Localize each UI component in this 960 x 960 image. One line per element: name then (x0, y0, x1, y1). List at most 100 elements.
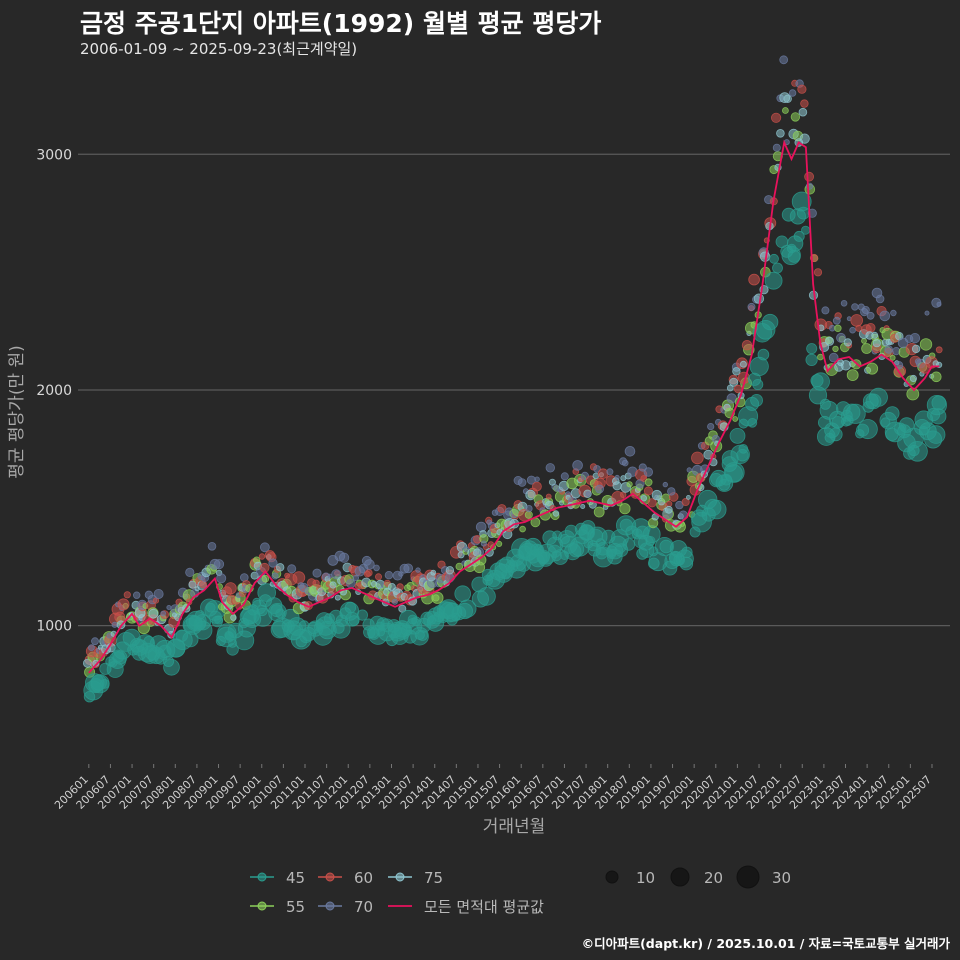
scatter-point-area_75 (686, 494, 691, 500)
scatter-point-area_75 (776, 129, 785, 138)
scatter-point-area_75 (783, 94, 792, 103)
scatter-point-area_70 (268, 558, 278, 568)
legend-size-dot (605, 870, 619, 884)
scatter-point-area_70 (403, 563, 414, 574)
scatter-point-area_55 (919, 338, 933, 351)
scatter-point-area_55 (834, 324, 842, 332)
scatter-point-area_55 (846, 369, 859, 382)
scatter-point-area_60 (666, 500, 673, 507)
scatter-point-area_75 (825, 336, 835, 346)
chart-title: 금정 주공1단지 아파트(1992) 월별 평균 평당가 (80, 9, 602, 38)
legend-label: 75 (424, 869, 443, 887)
scatter-point-area_60 (640, 475, 648, 482)
scatter-point-area_60 (850, 314, 863, 327)
y-tick-label: 3000 (36, 147, 72, 163)
scatter-point-area_70 (384, 571, 394, 580)
scatter-point-area_55 (626, 481, 633, 488)
scatter-point-area_75 (871, 331, 879, 339)
scatter-point-area_45 (797, 206, 810, 220)
scatter-point-area_45 (707, 499, 727, 520)
scatter-point-area_55 (261, 574, 270, 583)
legend-size-label: 20 (704, 869, 723, 887)
scatter-point-area_70 (788, 89, 797, 97)
scatter-point-area_55 (619, 503, 631, 515)
scatter-point-area_75 (872, 339, 881, 348)
legend-label: 60 (354, 869, 373, 887)
scatter-point-area_75 (230, 614, 237, 621)
scatter-point-area_75 (552, 510, 560, 517)
scatter-point-area_60 (800, 99, 809, 108)
scatter-point-area_75 (148, 608, 159, 619)
scatter-point-area_45 (752, 378, 764, 390)
scatter-point-area_55 (790, 112, 801, 122)
scatter-point-area_70 (779, 55, 789, 65)
scatter-point-area_70 (828, 352, 839, 363)
scatter-point-area_45 (931, 395, 947, 411)
scatter-point-area_70 (936, 301, 942, 307)
scatter-point-area_45 (113, 650, 128, 665)
scatter-point-area_70 (621, 459, 629, 467)
scatter-point-area_55 (861, 337, 867, 344)
scatter-point-area_70 (352, 574, 359, 582)
scatter-point-area_45 (163, 658, 180, 676)
scatter-point-area_45 (723, 461, 745, 483)
scatter-point-area_70 (312, 568, 322, 578)
scatter-point-area_70 (662, 481, 668, 488)
y-tick-labels: 1000 2000 3000 (36, 147, 72, 634)
scatter-point-area_45 (930, 408, 947, 425)
scatter-point-area_45 (344, 601, 357, 614)
scatter-point-area_55 (782, 107, 789, 114)
scatter-point-area_45 (458, 599, 477, 618)
scatter-point-area_70 (585, 491, 591, 497)
scatter-point-area_45 (477, 587, 496, 606)
scatter-point-area_70 (132, 591, 141, 599)
x-tick-labels: 2006012006072007012007072008012008072009… (52, 764, 934, 812)
scatter-point-area_70 (185, 567, 195, 578)
scatter-point-area_70 (772, 143, 781, 152)
scatter-point-area_75 (430, 569, 437, 576)
scatter-point-area_45 (764, 271, 783, 290)
scatter-point-area_70 (909, 332, 921, 344)
scatter-point-area_75 (548, 478, 556, 486)
scatter-point-area_45 (805, 353, 818, 366)
scatter-point-area_70 (849, 326, 856, 334)
legend-size-dot (670, 867, 690, 887)
scatter-point-area_75 (732, 367, 741, 376)
scatter-point-area_55 (524, 510, 533, 519)
scatter-point-area_75 (612, 481, 622, 491)
scatter-point-area_45 (769, 253, 779, 264)
scatter-point-area_60 (374, 573, 382, 581)
scatter-point-area_75 (753, 293, 765, 304)
scatter-point-area_70 (534, 476, 540, 482)
scatter-point-area_60 (365, 569, 373, 577)
scatter-point-area_60 (691, 451, 704, 465)
scatter-point-area_45 (679, 556, 694, 571)
scatter-point-area_70 (890, 309, 897, 317)
scatter-point-area_60 (748, 273, 760, 286)
scatter-point-area_75 (334, 594, 341, 601)
scatter-point-area_75 (799, 133, 810, 144)
scatter-point-area_60 (497, 504, 507, 514)
scatter-point-area_60 (224, 582, 237, 595)
scatter-point-area_70 (160, 610, 167, 617)
scatter-point-area_60 (865, 322, 876, 333)
legend: 45 60 75 55 70 모든 면적대 평균값 10 20 30 (250, 865, 791, 916)
scatter-point-area_55 (866, 362, 879, 375)
legend-size-label: 30 (772, 869, 791, 887)
scatter-point-area_70 (643, 467, 654, 477)
scatter-point-area_60 (797, 84, 807, 94)
scatter-point-area_70 (545, 463, 556, 473)
scatter-point-area_70 (373, 564, 380, 572)
scatter-point-area_60 (741, 340, 753, 351)
scatter-point-area_75 (445, 566, 455, 575)
scatter-point-area_60 (532, 481, 542, 492)
scatter-point-area_70 (606, 468, 614, 476)
scatter-point-area_60 (312, 579, 320, 587)
scatter-point-area_60 (681, 497, 690, 506)
scatter-point-area_60 (258, 553, 266, 560)
chart-subtitle: 2006-01-09 ~ 2025-09-23(최근계약일) (80, 40, 358, 58)
scatter-point-area_45 (622, 538, 636, 551)
scatter-point-area_70 (593, 465, 601, 473)
scatter-point-area_45 (828, 427, 843, 442)
